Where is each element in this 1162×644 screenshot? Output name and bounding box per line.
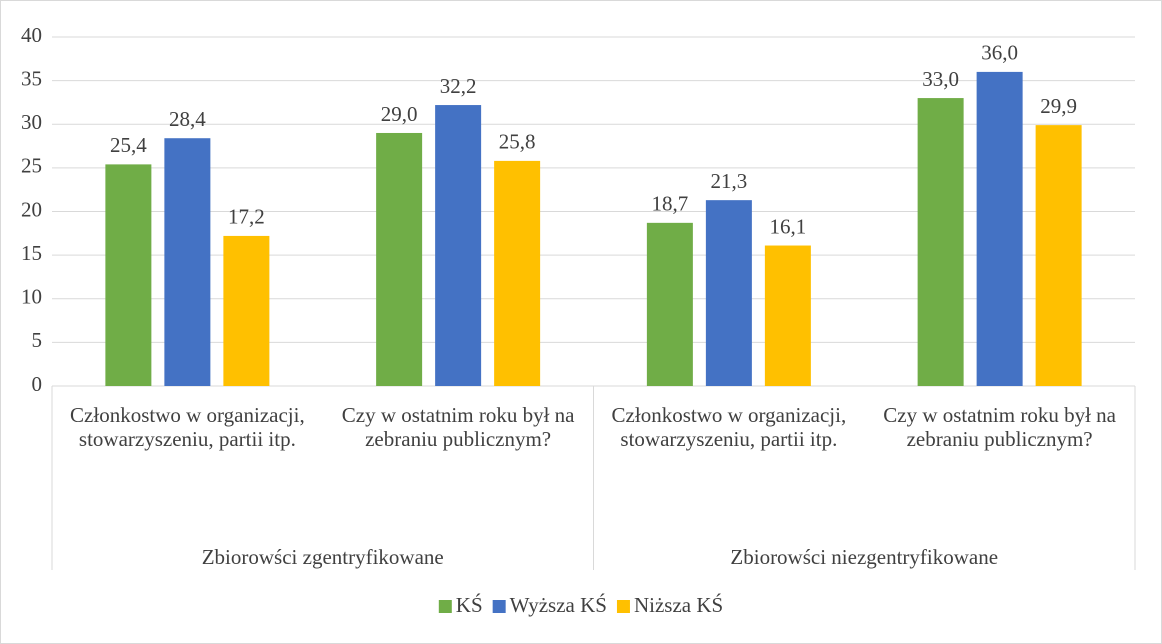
data-label: 18,7: [652, 192, 689, 216]
bar: [435, 105, 482, 387]
data-label: 32,2: [440, 74, 477, 98]
y-tick-label: 20: [21, 197, 42, 221]
data-label: 29,0: [381, 102, 418, 126]
y-tick-label: 10: [21, 285, 42, 309]
y-tick-label: 40: [21, 23, 42, 47]
y-tick-label: 15: [21, 241, 42, 265]
y-tick-label: 30: [21, 110, 42, 134]
legend-label: Niższa KŚ: [634, 593, 723, 617]
group-label: Zbiorowści niezgentryfikowane: [730, 545, 999, 569]
data-label: 33,0: [922, 67, 959, 91]
data-label: 16,1: [770, 214, 807, 238]
bar: [376, 132, 423, 386]
legend-swatch: [616, 600, 630, 613]
legend-swatch: [438, 600, 452, 613]
legend-label: KŚ: [456, 593, 483, 617]
x-tick-label: Czy w ostatnim roku był na zebraniu publ…: [883, 403, 1116, 451]
y-tick-label: 5: [32, 328, 43, 352]
bar: [976, 71, 1023, 387]
x-tick-label: Członkostwo w organizacji, stowarzyszeni…: [611, 403, 847, 451]
data-label: 17,2: [228, 205, 265, 229]
data-label: 28,4: [169, 107, 206, 131]
legend-swatch: [492, 600, 506, 613]
bar: [1035, 125, 1082, 386]
y-tick-label: 0: [32, 372, 43, 396]
x-tick-label: Czy w ostatnim roku był na zebraniu publ…: [341, 403, 575, 451]
bar: [764, 245, 811, 386]
bar: [105, 164, 152, 386]
data-label: 25,8: [499, 130, 536, 154]
legend-label: Wyższa KŚ: [510, 593, 607, 617]
data-label: 29,9: [1040, 94, 1077, 118]
data-label: 25,4: [110, 133, 147, 157]
bar: [494, 160, 541, 386]
y-tick-label: 35: [21, 66, 42, 90]
y-tick-label: 25: [21, 154, 42, 178]
bar: [705, 200, 752, 386]
bar: [646, 222, 693, 386]
group-label: Zbiorowści zgentryfikowane: [201, 545, 444, 569]
bar: [223, 235, 270, 386]
bar: [917, 98, 964, 386]
data-label: 36,0: [981, 41, 1018, 65]
x-tick-label: Członkostwo w organizacji, stowarzyszeni…: [70, 403, 305, 451]
data-label: 21,3: [711, 169, 748, 193]
bar: [164, 138, 211, 386]
